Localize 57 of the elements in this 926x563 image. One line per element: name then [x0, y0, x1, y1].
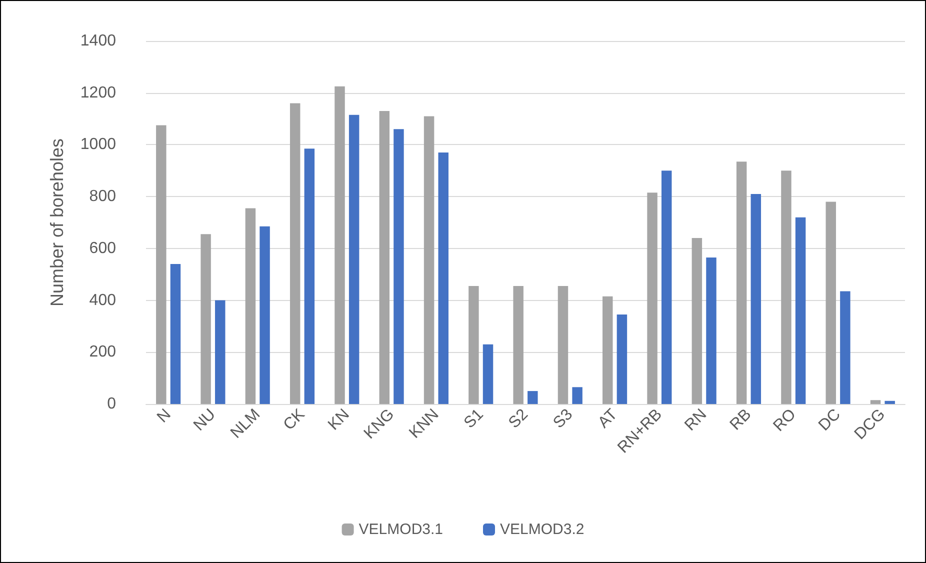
- bar: [260, 226, 270, 404]
- bar: [200, 234, 211, 404]
- legend-label: VELMOD3.2: [500, 521, 584, 538]
- bar: [348, 114, 360, 404]
- x-tick-label: S2: [506, 406, 532, 432]
- y-tick-label: 1400: [80, 32, 116, 50]
- bar: [870, 400, 881, 404]
- y-tick-label: 1000: [80, 136, 116, 154]
- bar: [215, 300, 226, 404]
- bar: [558, 286, 568, 404]
- bar: [795, 217, 806, 404]
- bar: [482, 344, 494, 404]
- bar: [616, 314, 628, 404]
- bar: [170, 264, 181, 404]
- bar: [245, 208, 256, 404]
- y-tick-label: 200: [89, 344, 116, 361]
- x-tick-label: KN: [325, 406, 353, 434]
- bar: [379, 111, 390, 404]
- x-tick-label: DC: [816, 406, 844, 434]
- bar: [826, 202, 836, 404]
- bar: [884, 400, 895, 404]
- x-tick-label: RB: [727, 406, 755, 434]
- y-tick-label: 600: [89, 240, 116, 257]
- y-tick-label: 800: [89, 188, 116, 206]
- bar: [736, 162, 747, 404]
- bar: [750, 194, 762, 404]
- x-tick-label: CK: [280, 406, 309, 434]
- x-tick-label: N: [154, 406, 174, 426]
- bar: [528, 391, 538, 404]
- y-tick-label: 1200: [80, 84, 116, 102]
- bar: [647, 192, 658, 404]
- bar: [304, 148, 315, 404]
- bar: [334, 86, 345, 404]
- bar: [438, 152, 448, 404]
- x-tick-label: S1: [461, 406, 487, 432]
- bar: [572, 387, 582, 404]
- y-tick-label: 0: [107, 396, 116, 412]
- x-tick-label: AT: [595, 406, 621, 432]
- bar: [468, 286, 479, 404]
- bar: [840, 291, 850, 404]
- bar: [706, 258, 716, 404]
- y-tick-label: 400: [89, 292, 116, 309]
- bar: [602, 296, 613, 404]
- x-tick-label: RO: [770, 406, 800, 435]
- x-tick-label: S3: [550, 406, 576, 432]
- bar: [424, 116, 434, 404]
- bar: [290, 103, 300, 404]
- bar: [156, 125, 166, 404]
- bar: [513, 286, 524, 404]
- bar: [692, 238, 702, 404]
- y-axis-title: Number of boreholes: [47, 138, 67, 307]
- x-tick-label: RN: [682, 406, 710, 434]
- bar: [394, 129, 404, 404]
- legend-label: VELMOD3.1: [358, 521, 444, 538]
- bar: [661, 170, 672, 404]
- x-tick-label: NU: [190, 406, 219, 434]
- bar: [781, 170, 792, 404]
